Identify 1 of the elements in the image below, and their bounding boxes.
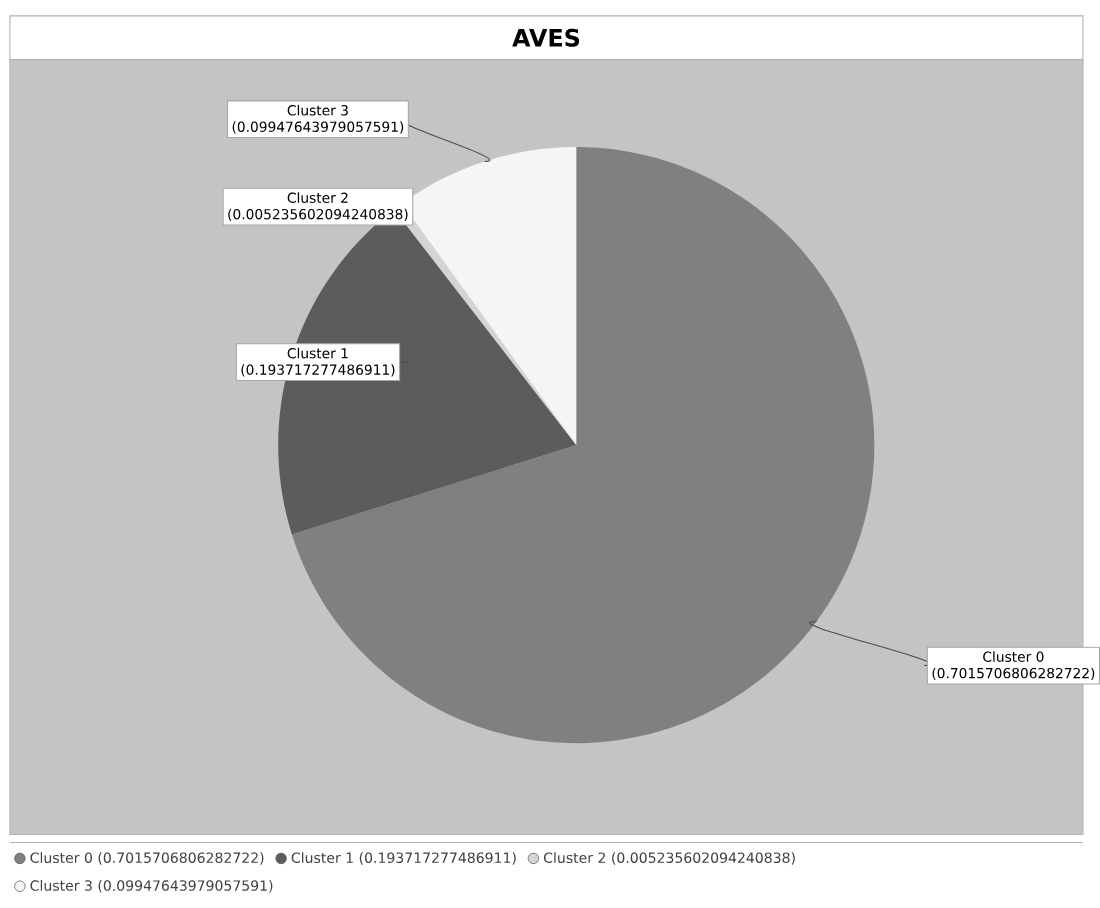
chart-title: AVES <box>512 28 580 47</box>
